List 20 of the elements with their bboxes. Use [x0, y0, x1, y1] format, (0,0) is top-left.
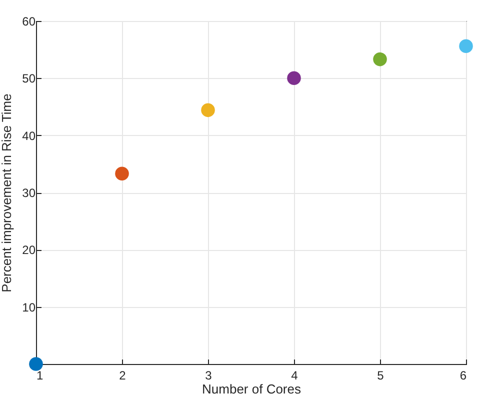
y-tick-label: 20 [22, 243, 36, 258]
x-tick-label: 3 [205, 368, 212, 382]
y-tick-label: 40 [22, 128, 36, 143]
x-axis-title: Number of Cores [202, 382, 302, 396]
y-tick-label: 30 [22, 186, 36, 200]
point [373, 52, 387, 66]
y-tick-label: 60 [22, 14, 36, 28]
y-tick-label: 10 [22, 300, 36, 314]
point [287, 71, 301, 86]
x-tick-label: 6 [460, 368, 467, 382]
point [29, 357, 43, 371]
y-axis-title: Percent improvement in Rise Time [0, 94, 14, 292]
point [201, 103, 215, 118]
point [459, 39, 473, 54]
x-tick-label: 4 [291, 368, 298, 382]
x-tick-label: 5 [377, 368, 384, 382]
y-tick-label: 50 [22, 72, 36, 86]
x-tick-label: 2 [119, 368, 126, 382]
x-tick-label: 1 [36, 368, 44, 382]
point [115, 166, 129, 181]
